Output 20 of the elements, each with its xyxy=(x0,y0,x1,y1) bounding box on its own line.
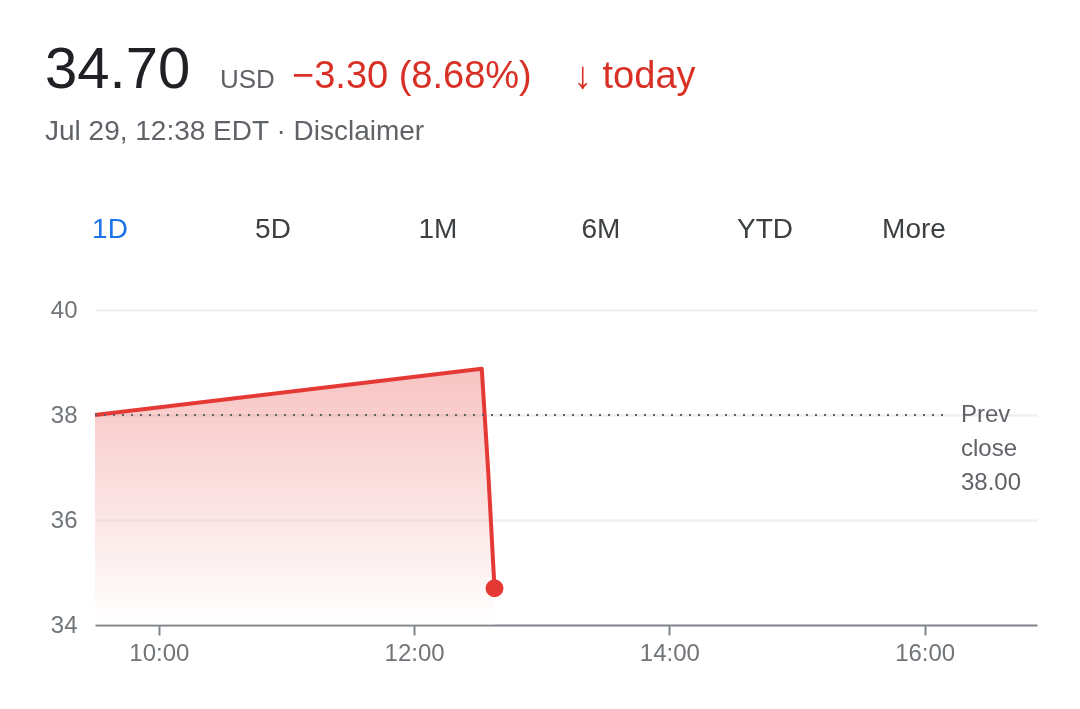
y-tick-label: 34 xyxy=(50,610,78,638)
text: 5D xyxy=(255,213,291,244)
x-tick-label: 16:00 xyxy=(895,638,956,666)
text: YTD xyxy=(737,213,793,244)
y-tick-label: 40 xyxy=(50,295,78,323)
text: Jul 29, 12:38 EDT · Disclaimer xyxy=(45,115,425,146)
x-tick-label: 12:00 xyxy=(384,638,445,666)
text: 1D xyxy=(92,213,128,244)
x-tick-label: 10:00 xyxy=(129,638,190,666)
chart-title: 34.70 xyxy=(45,35,191,100)
text: USD xyxy=(220,64,275,94)
x-tick-label: 14:00 xyxy=(639,638,700,666)
text: −3.30 (8.68%) xyxy=(292,54,532,96)
ref-line-label: Prev close 38.00 xyxy=(961,400,1022,495)
text: More xyxy=(882,213,946,244)
y-tick-label: 36 xyxy=(50,505,78,533)
text: 6M xyxy=(581,213,621,244)
y-tick-label: 38 xyxy=(50,400,78,428)
text: 1M xyxy=(418,213,458,244)
text: ↓ today xyxy=(573,54,696,96)
